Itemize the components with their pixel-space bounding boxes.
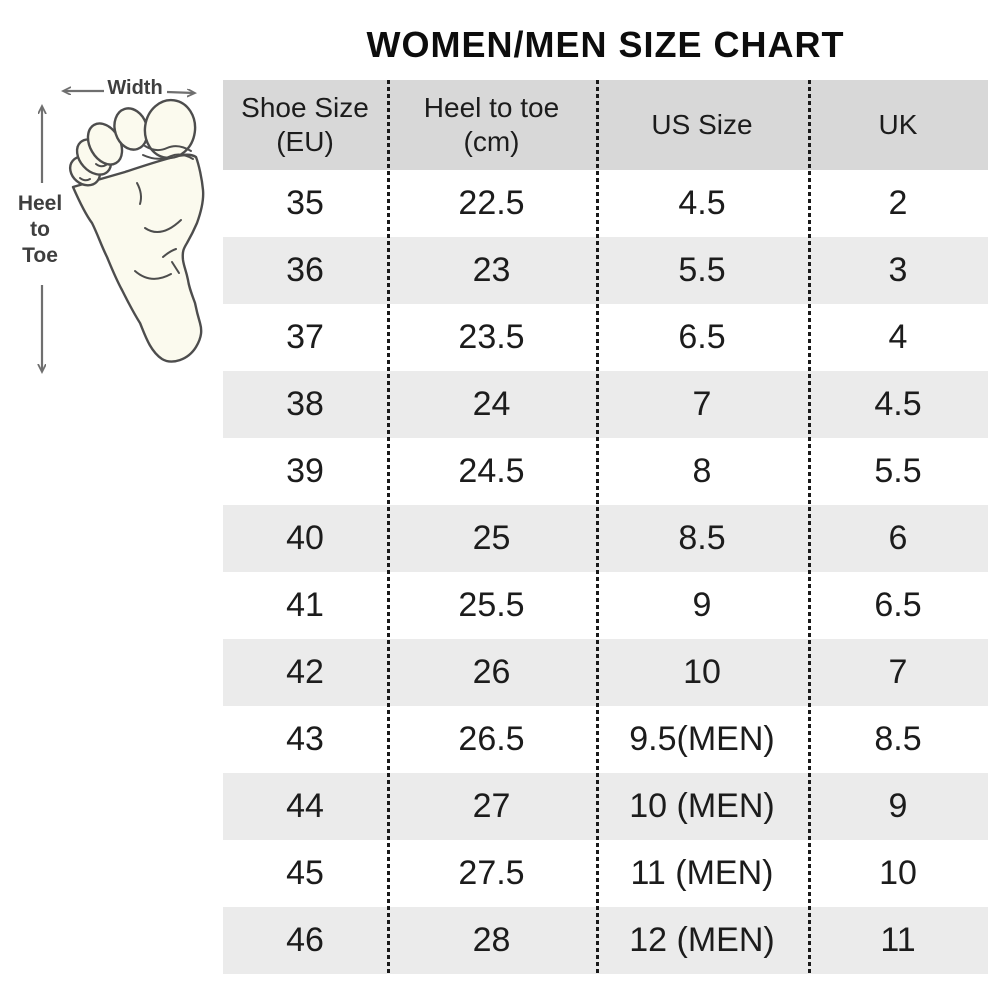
column-header-line: (EU) bbox=[276, 126, 334, 157]
column-divider bbox=[387, 80, 390, 974]
column-header: US Size bbox=[596, 80, 808, 170]
table-row: 46 28 12 (MEN) 11 bbox=[223, 907, 988, 974]
size-cell: 22.5 bbox=[458, 184, 525, 222]
size-cell: 24.5 bbox=[458, 452, 525, 490]
table-row: 45 27.5 11 (MEN) 10 bbox=[223, 840, 988, 907]
size-cell: 11 (MEN) bbox=[630, 854, 774, 892]
size-cell: 46 bbox=[286, 921, 324, 959]
column-header: Shoe Size (EU) bbox=[223, 80, 387, 170]
column-header-line: Heel to toe bbox=[423, 92, 560, 123]
size-cell: 5.5 bbox=[678, 251, 726, 289]
size-cell: 23.5 bbox=[458, 318, 525, 356]
width-arrow-right bbox=[166, 92, 194, 93]
column-header: Heel to toe (cm) bbox=[387, 80, 596, 170]
table-row: 40 25 8.5 6 bbox=[223, 505, 988, 572]
foot-sole-outline bbox=[71, 153, 205, 363]
size-cell: 35 bbox=[286, 184, 324, 222]
size-cell: 7 bbox=[888, 653, 908, 691]
size-table: Shoe Size (EU) Heel to toe (cm) US Size UK 35… bbox=[223, 80, 988, 974]
heel-curve bbox=[134, 270, 172, 280]
column-header-line: UK bbox=[878, 109, 918, 140]
column-divider bbox=[808, 80, 811, 974]
size-cell: 24 bbox=[472, 385, 511, 423]
size-cell: 12 (MEN) bbox=[629, 921, 775, 959]
size-cell: 4 bbox=[888, 318, 908, 356]
mid-crease bbox=[162, 248, 177, 258]
heel-to-toe-label-line: to bbox=[30, 218, 50, 241]
size-cell: 43 bbox=[286, 720, 324, 758]
arch-line bbox=[136, 182, 142, 205]
table-row: 43 26.5 9.5(MEN) 8.5 bbox=[223, 706, 988, 773]
table-row: 41 25.5 9 6.5 bbox=[223, 572, 988, 639]
size-cell: 36 bbox=[286, 251, 324, 289]
column-divider bbox=[596, 80, 599, 974]
size-cell: 6.5 bbox=[874, 586, 922, 624]
size-cell: 27 bbox=[472, 787, 511, 825]
heel-to-toe-label-line: Heel bbox=[17, 192, 63, 215]
big-toe-crease-1 bbox=[144, 145, 192, 152]
column-header-line: US Size bbox=[651, 109, 753, 140]
table-row: 36 23 5.5 3 bbox=[223, 237, 988, 304]
width-label: Width bbox=[107, 77, 163, 99]
size-cell: 41 bbox=[286, 586, 324, 624]
size-cell: 10 (MEN) bbox=[629, 787, 775, 825]
size-cell: 45 bbox=[286, 854, 324, 892]
table-row: 37 23.5 6.5 4 bbox=[223, 304, 988, 371]
size-cell: 9 bbox=[888, 787, 908, 825]
column-header-line: Shoe Size bbox=[241, 92, 369, 123]
size-cell: 10 bbox=[879, 854, 917, 892]
table-header-row: Shoe Size (EU) Heel to toe (cm) US Size UK bbox=[223, 80, 988, 170]
size-cell: 9 bbox=[692, 586, 712, 624]
big-toe-crease-2 bbox=[142, 153, 194, 160]
toe-base-crease-2 bbox=[79, 177, 91, 182]
table-row: 38 24 7 4.5 bbox=[223, 371, 988, 438]
size-cell: 5.5 bbox=[874, 452, 922, 490]
size-cell: 28 bbox=[472, 921, 511, 959]
size-cell: 9.5(MEN) bbox=[629, 720, 775, 758]
size-cell: 10 bbox=[683, 653, 721, 691]
column-header: UK bbox=[808, 80, 988, 170]
size-cell: 44 bbox=[286, 787, 324, 825]
size-cell: 27.5 bbox=[458, 854, 525, 892]
size-cell: 6 bbox=[888, 519, 908, 557]
table-row: 42 26 10 7 bbox=[223, 639, 988, 706]
size-cell: 8.5 bbox=[678, 519, 726, 557]
size-cell: 37 bbox=[286, 318, 324, 356]
page-title: WOMEN/MEN SIZE CHART bbox=[366, 24, 845, 65]
size-cell: 42 bbox=[286, 653, 324, 691]
heel-crease bbox=[171, 261, 180, 274]
size-cell: 39 bbox=[286, 452, 324, 490]
size-cell: 4.5 bbox=[678, 184, 726, 222]
table-row: 35 22.5 4.5 2 bbox=[223, 170, 988, 237]
size-cell: 2 bbox=[888, 184, 908, 222]
size-cell: 38 bbox=[286, 385, 324, 423]
size-cell: 11 bbox=[880, 921, 916, 959]
size-cell: 26.5 bbox=[458, 720, 525, 758]
size-cell: 3 bbox=[888, 251, 908, 289]
foot-measurement-diagram: Width Heel to Toe bbox=[0, 55, 230, 395]
size-cell: 8 bbox=[692, 452, 712, 490]
table-row: 44 27 10 (MEN) 9 bbox=[223, 773, 988, 840]
size-cell: 25 bbox=[472, 519, 511, 557]
table-row: 39 24.5 8 5.5 bbox=[223, 438, 988, 505]
foot-illustration bbox=[0, 55, 205, 395]
column-header-line: (cm) bbox=[463, 126, 520, 157]
size-cell: 40 bbox=[286, 519, 324, 557]
size-cell: 8.5 bbox=[874, 720, 922, 758]
size-cell: 7 bbox=[692, 385, 712, 423]
ball-curve bbox=[144, 219, 182, 234]
size-cell: 23 bbox=[472, 251, 511, 289]
size-cell: 26 bbox=[472, 653, 511, 691]
heel-to-toe-label: Heel to Toe bbox=[2, 191, 78, 269]
size-cell: 25.5 bbox=[458, 586, 525, 624]
toe-base-crease-1 bbox=[95, 163, 107, 168]
size-cell: 4.5 bbox=[874, 385, 922, 423]
heel-to-toe-label-line: Toe bbox=[22, 244, 58, 267]
size-cell: 6.5 bbox=[678, 318, 726, 356]
